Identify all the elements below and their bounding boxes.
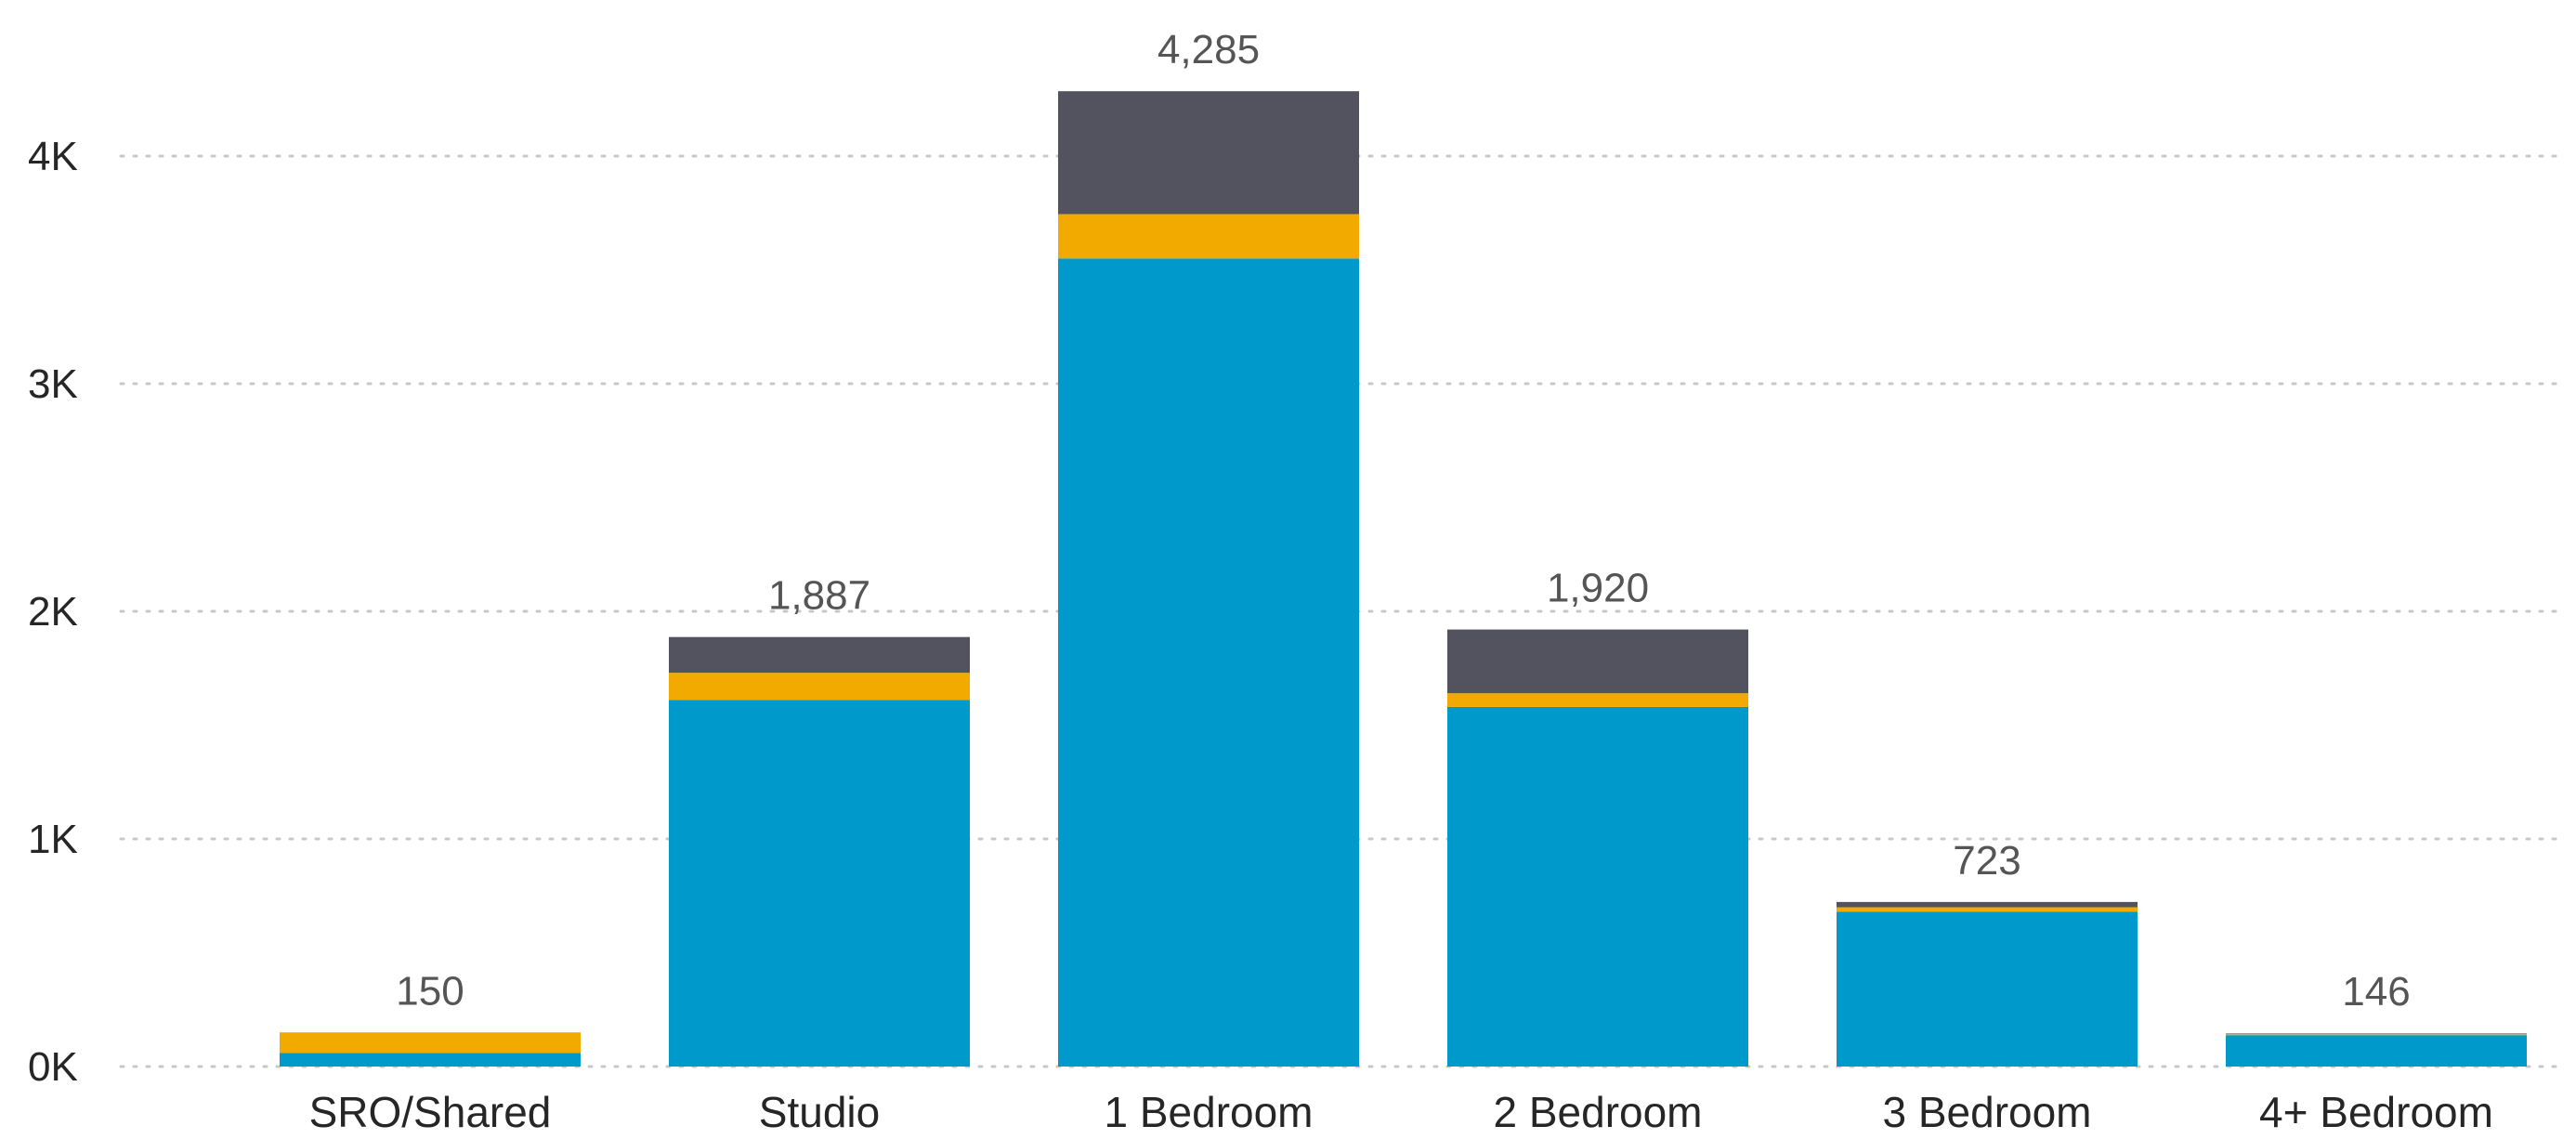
bar-segment <box>1058 214 1359 259</box>
bar-stack <box>2226 1033 2527 1067</box>
bars-layer <box>280 91 2527 1067</box>
y-tick-label: 2K <box>28 589 78 635</box>
bar-segment <box>1837 901 2138 908</box>
bar-total-label: 146 <box>2342 969 2410 1015</box>
bar-total-label: 1,920 <box>1547 566 1649 611</box>
y-tick-label: 3K <box>28 361 78 407</box>
y-tick-label: 0K <box>28 1044 78 1090</box>
bar-stack <box>1058 91 1359 1067</box>
bar-stack <box>280 1032 581 1067</box>
bar-total-label: 723 <box>1953 838 2020 884</box>
bar-stack <box>1447 629 1748 1067</box>
x-tick-label: SRO/Shared <box>309 1088 552 1136</box>
x-tick-label: 1 Bedroom <box>1104 1088 1313 1136</box>
bar-segment <box>280 1053 581 1067</box>
bar-segment <box>1837 907 2138 912</box>
bar-segment <box>1837 911 2138 1067</box>
total-labels: 150 1,887 4,285 1,920 723 146 <box>396 27 2410 1015</box>
bar-segment <box>2226 1033 2527 1036</box>
y-tick-label: 4K <box>28 134 78 179</box>
x-tick-label: 2 Bedroom <box>1493 1088 1702 1136</box>
bar-segment <box>1447 693 1748 707</box>
bar-stack <box>1837 901 2138 1067</box>
x-axis: SRO/Shared Studio 1 Bedroom 2 Bedroom 3 Bedr… <box>309 1088 2493 1136</box>
bar-segment <box>669 636 970 674</box>
bar-segment <box>1058 91 1359 215</box>
bar-stack <box>669 636 970 1067</box>
x-tick-label: Studio <box>759 1088 880 1136</box>
bar-segment <box>1058 258 1359 1067</box>
bar-segment <box>669 673 970 700</box>
bar-total-label: 4,285 <box>1157 27 1260 72</box>
bar-total-label: 150 <box>396 968 464 1014</box>
y-tick-label: 1K <box>28 817 78 862</box>
bar-segment <box>280 1032 581 1054</box>
x-tick-label: 3 Bedroom <box>1882 1088 2091 1136</box>
bar-segment <box>1447 706 1748 1067</box>
y-axis: 0K 1K 2K 3K 4K <box>28 134 78 1090</box>
bar-total-label: 1,887 <box>768 573 870 619</box>
x-tick-label: 4+ Bedroom <box>2259 1088 2493 1136</box>
bar-segment <box>1447 629 1748 694</box>
bar-segment <box>2226 1035 2527 1067</box>
bar-segment <box>669 700 970 1067</box>
